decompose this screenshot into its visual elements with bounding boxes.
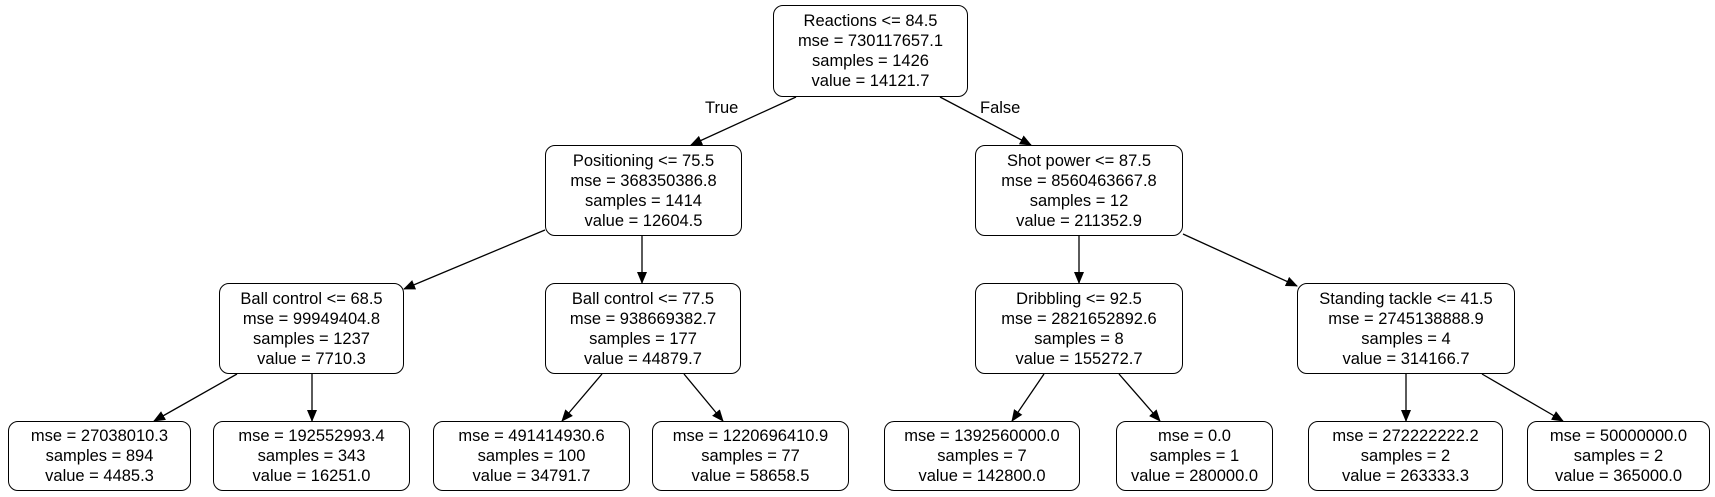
node-value-text: value = 16251.0 (252, 467, 371, 485)
leaf-node-n12: mse = 0.0 samples = 1 value = 280000.0 (1116, 421, 1273, 491)
edge-n3-n7 (153, 373, 238, 422)
node-samples-text: samples = 894 (45, 447, 154, 465)
node-samples-text: samples = 2 (1573, 447, 1664, 465)
node-mse-text: mse = 938669382.7 (569, 309, 717, 328)
node-mse-text: mse = 368350386.8 (570, 171, 717, 190)
leaf-node-n13: mse = 272222222.2 samples = 2 value = 2633… (1308, 421, 1503, 491)
node-mse-text: mse = 1220696410.9 (672, 427, 829, 445)
node-samples-text: samples = 12 (1029, 191, 1129, 210)
node-samples-text: samples = 1426 (812, 52, 929, 70)
node-samples-text: samples = 4 (1361, 329, 1451, 348)
edge-n5-n11 (1011, 373, 1045, 422)
leaf-node-n10: mse = 1220696410.9 samples = 77 value = 58… (652, 421, 849, 491)
edge-label-true: True (705, 99, 739, 117)
node-mse-text: mse = 50000000.0 (1549, 427, 1688, 445)
node-value-text: value = 14121.7 (811, 72, 930, 90)
node-samples-text: samples = 8 (1034, 329, 1124, 348)
leaf-node-n8: mse = 192552993.4 samples = 343 value = 16… (213, 421, 410, 491)
node-value-text: value = 7710.3 (257, 349, 366, 368)
edge-n5-n12 (1118, 373, 1161, 422)
edge-n4-n10 (683, 373, 724, 422)
node-samples-text: samples = 100 (477, 447, 586, 465)
node-mse-text: mse = 491414930.6 (458, 427, 605, 445)
split-node-n2: Shot power <= 87.5 mse = 8560463667.8 samp… (975, 145, 1183, 236)
leaf-node-n7: mse = 27038010.3 samples = 894 value = 448… (8, 421, 191, 491)
node-mse-text: mse = 2821652892.6 (1001, 309, 1157, 328)
node-mse-text: mse = 192552993.4 (238, 427, 385, 445)
leaf-node-n11: mse = 1392560000.0 samples = 7 value = 142… (884, 421, 1080, 491)
node-mse-text: mse = 1392560000.0 (904, 427, 1060, 445)
edge-n6-n14 (1481, 373, 1564, 422)
node-value-text: value = 4485.3 (45, 467, 154, 485)
node-value-text: value = 280000.0 (1130, 467, 1259, 485)
node-mse-text: mse = 2745138888.9 (1328, 309, 1484, 328)
node-split-text: Standing tackle <= 41.5 (1319, 289, 1493, 308)
split-node-n3: Ball control <= 68.5 mse = 99949404.8 samp… (219, 283, 404, 374)
split-node-n1: Positioning <= 75.5 mse = 368350386.8 samp… (545, 145, 742, 236)
node-split-text: Positioning <= 75.5 (572, 151, 715, 170)
node-value-text: value = 34791.7 (472, 467, 591, 485)
node-value-text: value = 12604.5 (584, 211, 703, 230)
node-mse-text: mse = 730117657.1 (797, 32, 944, 50)
node-samples-text: samples = 77 (701, 447, 800, 465)
node-value-text: value = 211352.9 (1016, 211, 1142, 230)
node-mse-text: mse = 8560463667.8 (1001, 171, 1157, 190)
leaf-node-n9: mse = 491414930.6 samples = 100 value = 34… (433, 421, 630, 491)
node-value-text: value = 155272.7 (1015, 349, 1143, 368)
node-split-text: Reactions <= 84.5 (803, 12, 938, 30)
split-node-n0: Reactions <= 84.5 mse = 730117657.1 sample… (773, 5, 968, 97)
leaf-node-n14: mse = 50000000.0 samples = 2 value = 36500… (1527, 421, 1710, 491)
node-mse-text: mse = 0.0 (1158, 427, 1231, 445)
node-samples-text: samples = 1 (1149, 447, 1240, 465)
edge-n1-n3 (403, 229, 546, 290)
node-samples-text: samples = 343 (257, 447, 366, 465)
node-value-text: value = 44879.7 (584, 349, 702, 368)
node-value-text: value = 142800.0 (918, 467, 1046, 485)
node-value-text: value = 58658.5 (691, 467, 810, 485)
edge-n0-n2 (939, 96, 1032, 146)
node-samples-text: samples = 2 (1360, 447, 1451, 465)
node-value-text: value = 263333.3 (1341, 467, 1470, 485)
edge-n2-n6 (1182, 233, 1298, 287)
node-samples-text: samples = 177 (589, 329, 697, 348)
node-mse-text: mse = 99949404.8 (242, 309, 381, 328)
node-split-text: Ball control <= 77.5 (571, 289, 715, 308)
node-mse-text: mse = 272222222.2 (1332, 427, 1479, 445)
split-node-n6: Standing tackle <= 41.5 mse = 2745138888.… (1297, 283, 1515, 374)
edge-n0-n1 (690, 96, 797, 146)
node-samples-text: samples = 1414 (585, 191, 702, 210)
node-split-text: Dribbling <= 92.5 (1016, 289, 1142, 308)
node-split-text: Ball control <= 68.5 (240, 289, 383, 308)
node-samples-text: samples = 7 (937, 447, 1027, 465)
node-split-text: Shot power <= 87.5 (1006, 151, 1152, 170)
node-value-text: value = 314166.7 (1342, 349, 1470, 368)
split-node-n4: Ball control <= 77.5 mse = 938669382.7 sam… (545, 283, 741, 374)
edge-n4-n9 (561, 373, 603, 422)
edge-label-false: False (980, 99, 1021, 117)
split-node-n5: Dribbling <= 92.5 mse = 2821652892.6 sampl… (975, 283, 1183, 374)
node-samples-text: samples = 1237 (253, 329, 370, 348)
node-value-text: value = 365000.0 (1554, 467, 1683, 485)
node-mse-text: mse = 27038010.3 (30, 427, 169, 445)
